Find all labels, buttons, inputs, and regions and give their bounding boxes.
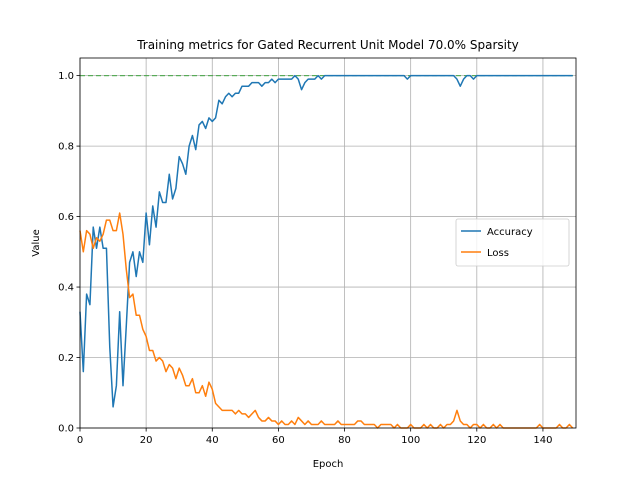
legend: Accuracy Loss: [455, 218, 570, 267]
y-tick-label: 0.4: [58, 283, 74, 294]
series-layer: [79, 74, 574, 429]
x-tick-label: 100: [401, 435, 420, 446]
legend-label-accuracy: Accuracy: [487, 227, 533, 238]
legend-box: [455, 218, 570, 267]
x-tick-label: 120: [467, 435, 486, 446]
y-tick-label: 0.6: [58, 212, 74, 223]
x-tick-label: 0: [77, 435, 83, 446]
y-tick-label: 1.0: [58, 71, 74, 82]
x-axis-ticks: 0 20 40 60 80 100 120 140: [77, 428, 552, 446]
y-tick-label: 0.8: [58, 142, 74, 153]
x-axis-label: Epoch: [313, 459, 344, 470]
x-tick-label: 140: [533, 435, 552, 446]
y-axis-label: Value: [31, 229, 42, 256]
series-line-loss: [79, 212, 574, 429]
y-tick-label: 0.2: [58, 353, 74, 364]
series-line-accuracy: [79, 74, 573, 408]
y-axis-ticks: 0.0 0.2 0.4 0.6 0.8 1.0: [58, 71, 80, 435]
chart-title: Training metrics for Gated Recurrent Uni…: [136, 38, 519, 52]
plot-frame: [79, 57, 577, 429]
x-tick-label: 40: [206, 435, 219, 446]
y-tick-label: 0.0: [58, 424, 74, 435]
legend-label-loss: Loss: [487, 248, 509, 259]
x-tick-label: 20: [140, 435, 153, 446]
x-tick-label: 80: [338, 435, 351, 446]
x-tick-label: 60: [272, 435, 285, 446]
